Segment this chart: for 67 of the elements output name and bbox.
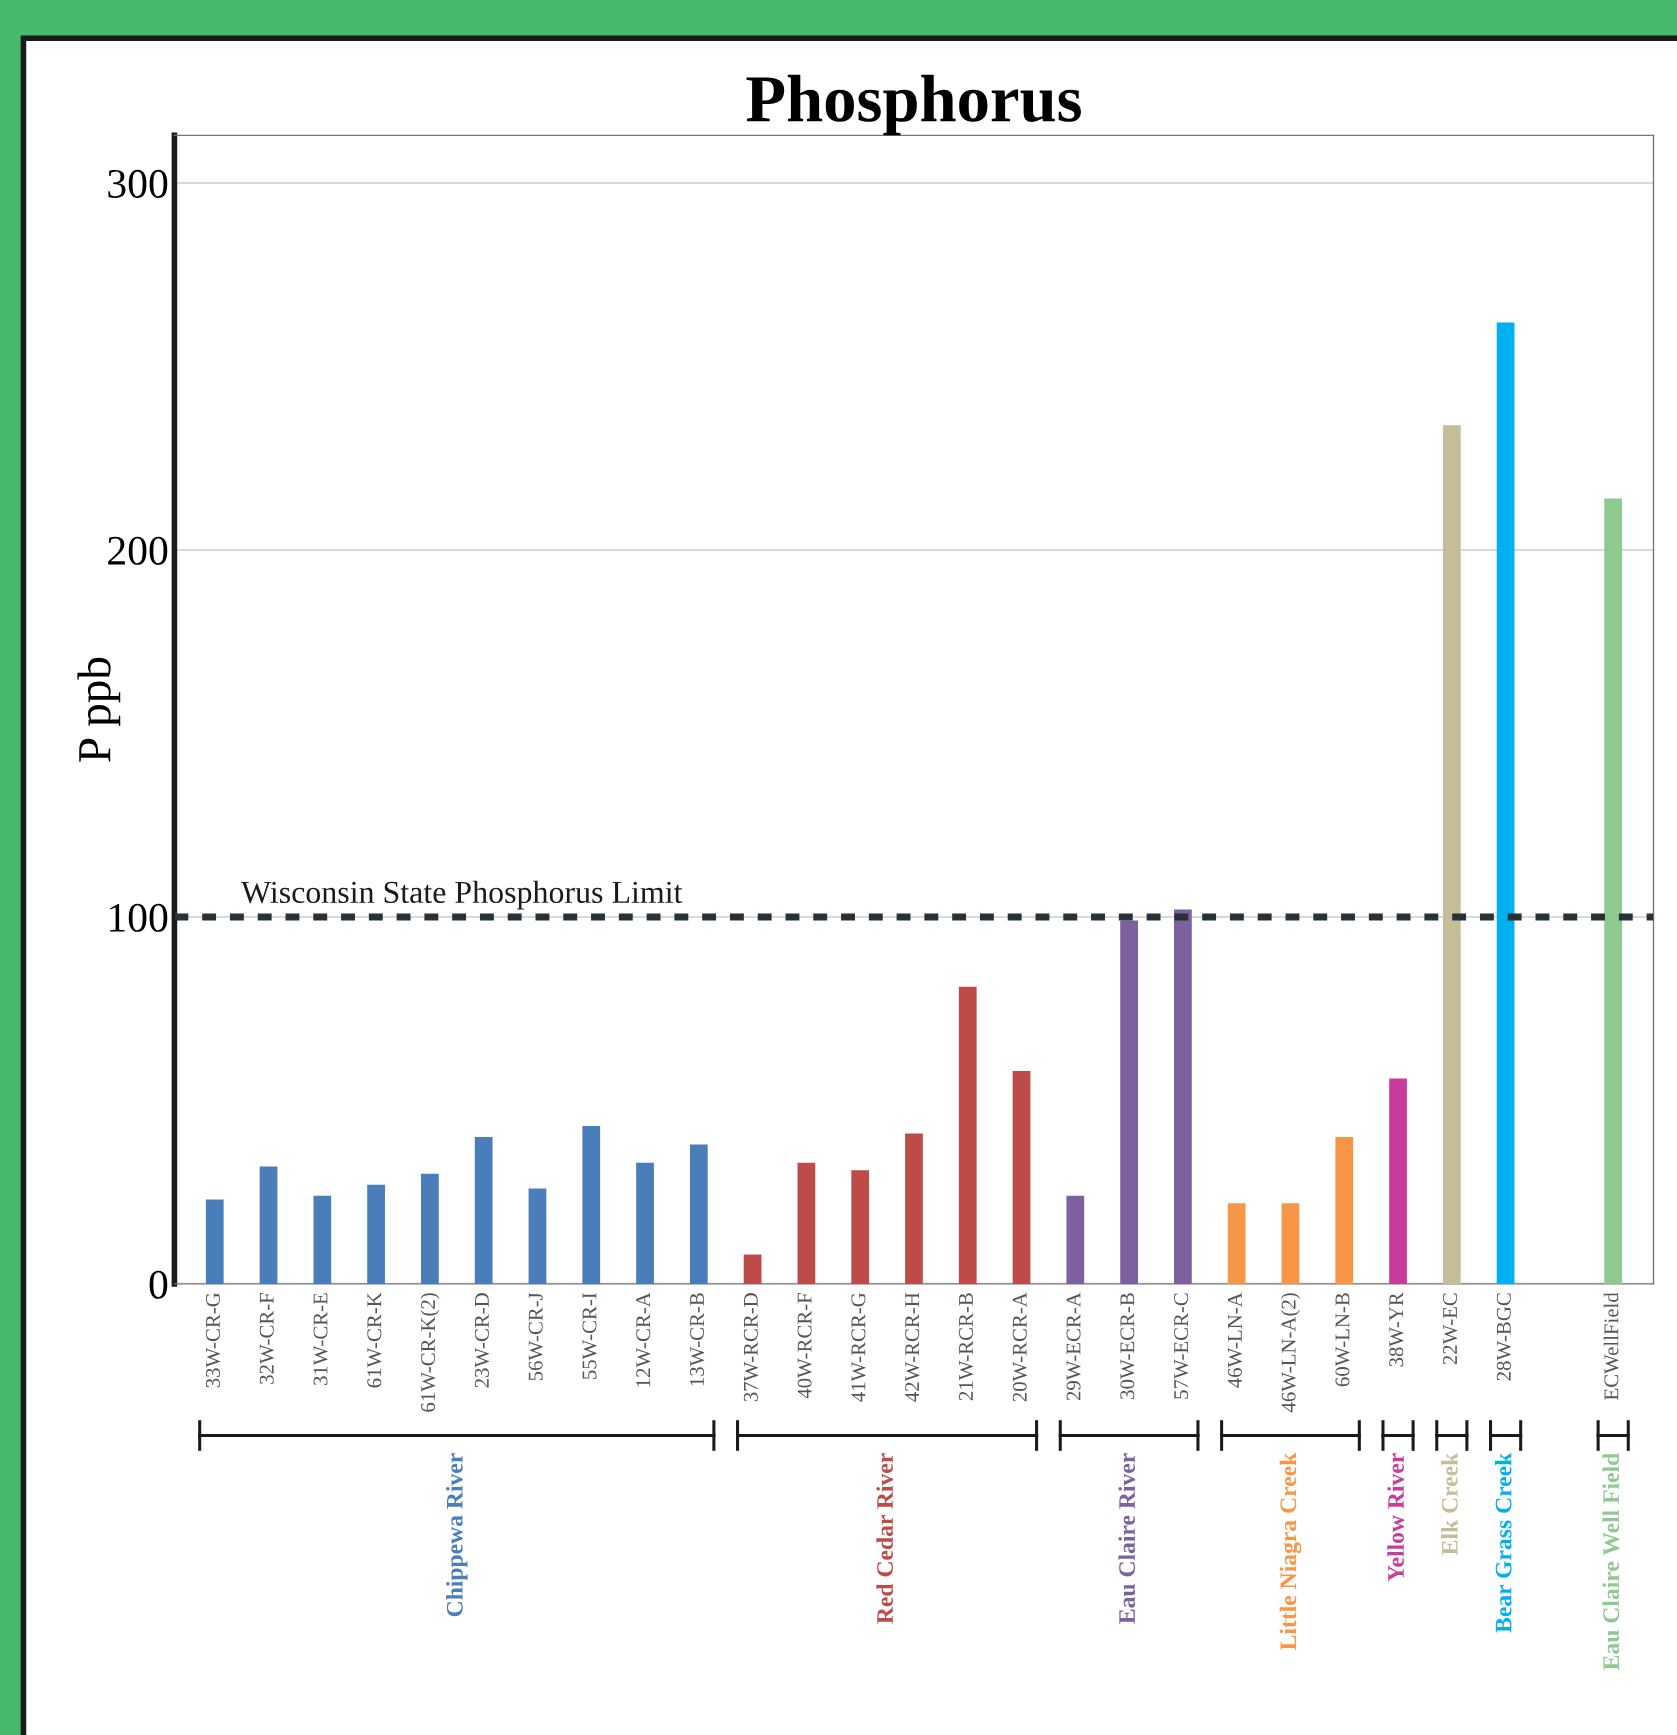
bar bbox=[1012, 1071, 1031, 1284]
bar bbox=[582, 1126, 601, 1284]
bar bbox=[743, 1254, 762, 1284]
bar bbox=[689, 1144, 708, 1284]
bar bbox=[636, 1162, 654, 1284]
bar bbox=[1442, 425, 1461, 1284]
y-axis-title: P ppb bbox=[77, 657, 121, 762]
text: Eau Claire River bbox=[1118, 1453, 1136, 1624]
x-tick-label: 28W-BGC bbox=[1496, 1293, 1511, 1381]
x-tick-label: 61W-CR-K bbox=[367, 1292, 382, 1388]
x-tick-label: 46W-LN-A(2) bbox=[1281, 1293, 1300, 1413]
y-tick-label: 0 bbox=[149, 1270, 168, 1299]
bar bbox=[1335, 1137, 1354, 1284]
y-tick-label: 100 bbox=[110, 903, 168, 932]
text: Eau Claire Well Field bbox=[1602, 1453, 1620, 1670]
bar bbox=[1120, 920, 1138, 1284]
text: Chippewa River bbox=[446, 1453, 468, 1617]
x-tick-label: 12W-CR-A bbox=[636, 1292, 651, 1387]
x-tick-label: 61W-CR-K(2) bbox=[420, 1293, 440, 1412]
bar bbox=[1281, 1203, 1300, 1284]
bar bbox=[905, 1133, 923, 1284]
x-tick-label: 31W-CR-E bbox=[313, 1293, 328, 1385]
y-tick-label: 300 bbox=[108, 169, 168, 198]
bar bbox=[474, 1137, 493, 1284]
x-tick-label: 55W-CR-I bbox=[582, 1292, 597, 1379]
x-tick-label: 37W-RCR-D bbox=[743, 1293, 758, 1402]
text: Yellow River bbox=[1387, 1453, 1404, 1582]
text: Elk Creek bbox=[1441, 1452, 1458, 1555]
x-tick-label: 13W-CR-B bbox=[690, 1293, 705, 1386]
text: Bear Grass Creek bbox=[1494, 1452, 1512, 1633]
bar bbox=[528, 1188, 547, 1284]
x-tick-label: 21W-RCR-B bbox=[958, 1293, 974, 1401]
text: Little Niagra Creek bbox=[1279, 1452, 1302, 1650]
x-tick-label: 22W-EC bbox=[1443, 1293, 1458, 1365]
bar bbox=[313, 1195, 332, 1284]
bar bbox=[1496, 322, 1515, 1284]
x-tick-label: 30W-ECR-B bbox=[1120, 1293, 1135, 1399]
y-tick-label: 200 bbox=[108, 536, 168, 565]
x-tick-label: 33W-CR-G bbox=[205, 1292, 221, 1388]
x-tick-label: 42W-RCR-H bbox=[905, 1292, 920, 1402]
x-tick-label: 57W-ECR-C bbox=[1174, 1293, 1189, 1399]
text: Red Cedar River bbox=[876, 1453, 893, 1624]
bar bbox=[205, 1199, 224, 1284]
bar bbox=[259, 1166, 278, 1284]
bar bbox=[421, 1173, 439, 1284]
x-tick-label: 29W-ECR-A bbox=[1066, 1292, 1081, 1401]
ref-line-label: Wisconsin State Phosphorus Limit bbox=[241, 880, 683, 910]
x-tick-label: 32W-CR-F bbox=[259, 1292, 274, 1384]
bar bbox=[367, 1184, 385, 1284]
x-tick-label: 56W-CR-J bbox=[528, 1292, 543, 1381]
bar bbox=[1604, 498, 1623, 1284]
bar bbox=[1389, 1078, 1407, 1284]
x-tick-label: 40W-RCR-F bbox=[797, 1292, 812, 1399]
bar bbox=[1174, 909, 1192, 1284]
x-tick-label: 38W-YR bbox=[1389, 1292, 1404, 1367]
x-tick-label: 23W-CR-D bbox=[474, 1293, 489, 1388]
bar bbox=[1066, 1195, 1085, 1284]
bar bbox=[958, 986, 977, 1284]
x-tick-label: ECWellField bbox=[1603, 1292, 1619, 1400]
x-tick-label: 46W-LN-A bbox=[1227, 1292, 1243, 1388]
x-tick-label: 41W-RCR-G bbox=[851, 1292, 866, 1402]
bar bbox=[1227, 1203, 1246, 1284]
x-tick-label: 20W-RCR-A bbox=[1012, 1292, 1027, 1402]
x-tick-label: 60W-LN-B bbox=[1335, 1293, 1350, 1387]
chart-title: Phosphorus bbox=[746, 74, 1081, 136]
bar bbox=[797, 1162, 816, 1284]
bar bbox=[851, 1170, 870, 1284]
